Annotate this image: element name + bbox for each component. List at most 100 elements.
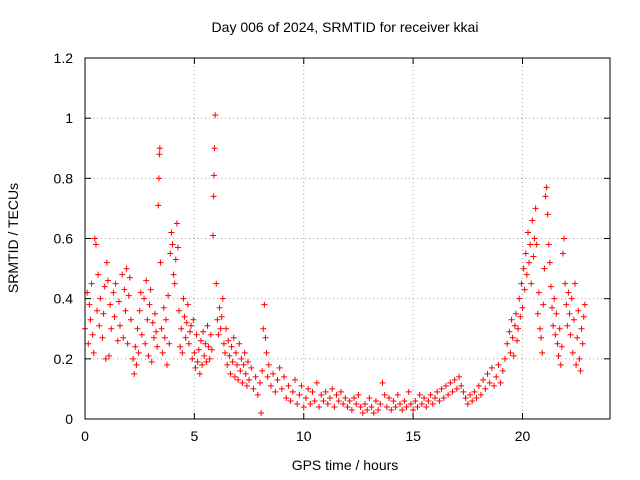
data-point: [556, 325, 563, 332]
data-points: [82, 112, 588, 416]
data-point: [248, 364, 255, 371]
data-point: [122, 307, 129, 314]
data-point: [535, 289, 542, 296]
data-point: [436, 397, 443, 404]
data-point: [458, 382, 465, 389]
data-point: [215, 331, 222, 338]
data-point: [119, 271, 126, 278]
data-point: [263, 349, 270, 356]
data-point: [518, 280, 525, 287]
data-point: [311, 397, 318, 404]
data-point: [254, 391, 261, 398]
data-point: [324, 400, 331, 407]
data-point: [357, 403, 364, 410]
data-point: [274, 376, 281, 383]
data-point: [561, 235, 568, 242]
data-point: [294, 400, 301, 407]
data-point: [511, 322, 518, 329]
data-point: [523, 271, 530, 278]
data-point: [580, 313, 587, 320]
data-point: [526, 259, 533, 266]
data-point: [240, 361, 247, 368]
data-point: [569, 349, 576, 356]
data-point: [141, 295, 148, 302]
data-point: [520, 265, 527, 272]
data-point: [174, 244, 181, 251]
y-tick-label: 0.8: [54, 170, 74, 186]
data-point: [550, 322, 557, 329]
data-point: [278, 385, 285, 392]
data-point: [250, 385, 257, 392]
data-point: [224, 361, 231, 368]
data-point: [362, 400, 368, 407]
data-point: [112, 280, 119, 287]
data-point: [309, 388, 316, 395]
x-tick-label: 5: [190, 428, 198, 444]
data-point: [152, 310, 158, 317]
data-point: [135, 349, 142, 356]
data-point: [183, 319, 190, 326]
data-point: [171, 280, 178, 287]
data-point: [331, 403, 338, 410]
data-point: [534, 310, 541, 317]
data-point: [579, 340, 586, 347]
x-tick-labels: 0 5 10 15 20: [81, 428, 530, 444]
data-point: [285, 382, 292, 389]
data-point: [219, 295, 226, 302]
data-point: [440, 394, 447, 401]
data-point: [383, 403, 390, 410]
y-axis-label: SRMTID / TECUs: [5, 183, 21, 293]
data-point: [130, 355, 137, 362]
data-point: [340, 400, 347, 407]
data-point: [107, 301, 114, 308]
data-point: [471, 388, 478, 395]
data-point: [414, 403, 421, 410]
data-point: [292, 376, 298, 383]
data-point: [488, 364, 495, 371]
data-point: [480, 376, 487, 383]
data-point: [133, 361, 140, 368]
data-point: [368, 403, 375, 410]
data-point: [551, 295, 558, 302]
data-point: [327, 394, 333, 401]
data-point: [180, 295, 187, 302]
data-point: [289, 388, 296, 395]
data-point: [375, 406, 382, 413]
data-point: [182, 334, 189, 341]
data-point: [531, 235, 538, 242]
data-point: [504, 340, 511, 347]
data-point: [514, 337, 521, 344]
chart-title: Day 006 of 2024, SRMTID for receiver kka…: [212, 19, 479, 35]
data-point: [495, 361, 502, 368]
data-point: [155, 175, 162, 182]
data-point: [401, 397, 408, 404]
data-point: [519, 304, 526, 311]
data-point: [497, 379, 504, 386]
data-point: [427, 391, 434, 398]
data-point: [243, 382, 250, 389]
data-point: [111, 313, 118, 320]
data-point: [547, 283, 554, 290]
data-point: [196, 370, 203, 377]
data-point: [159, 349, 166, 356]
data-point: [460, 388, 467, 395]
data-point: [517, 313, 524, 320]
data-point: [491, 382, 498, 389]
data-point: [403, 403, 410, 410]
data-point: [410, 406, 417, 413]
data-point: [386, 394, 393, 401]
data-point: [508, 316, 515, 323]
data-point: [207, 331, 214, 338]
data-point: [528, 280, 535, 287]
data-point: [225, 337, 232, 344]
axis-ticks: [84, 57, 610, 420]
data-point: [262, 334, 269, 341]
data-point: [209, 232, 216, 239]
data-point: [453, 385, 460, 392]
data-point: [372, 397, 379, 404]
data-point: [434, 388, 441, 395]
data-point: [541, 265, 548, 272]
data-point: [228, 343, 235, 350]
data-point: [145, 352, 152, 359]
